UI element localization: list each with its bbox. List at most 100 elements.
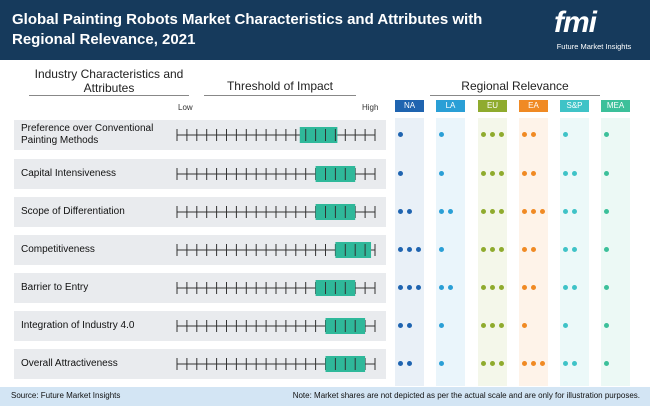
relevance-dot	[490, 323, 495, 328]
region-column-bg	[478, 118, 507, 386]
relevance-dot	[398, 209, 403, 214]
relevance-dots	[563, 209, 581, 217]
relevance-dots	[439, 323, 448, 331]
relevance-dot	[481, 285, 486, 290]
relevance-dots	[481, 285, 508, 293]
relevance-dot	[439, 247, 444, 252]
relevance-dot	[563, 247, 568, 252]
region-header: EU	[478, 100, 507, 112]
header-underline	[430, 95, 600, 96]
relevance-dot	[531, 247, 536, 252]
relevance-dots	[604, 171, 613, 179]
relevance-dots	[604, 285, 613, 293]
relevance-dots	[481, 247, 508, 255]
row-label: Overall Attractiveness	[21, 358, 118, 369]
relevance-dot	[563, 132, 568, 137]
source-text: Source: Future Market Insights	[11, 391, 121, 400]
relevance-dot	[481, 171, 486, 176]
relevance-dots	[522, 247, 540, 255]
relevance-dot	[531, 209, 536, 214]
relevance-dot	[499, 323, 504, 328]
relevance-dots	[604, 323, 613, 331]
relevance-dot	[563, 285, 568, 290]
relevance-dots	[563, 323, 572, 331]
region-column-bg	[519, 118, 548, 386]
relevance-dot	[563, 209, 568, 214]
relevance-dot	[522, 132, 527, 137]
relevance-dot	[563, 171, 568, 176]
region-column-bg	[560, 118, 589, 386]
relevance-dot	[563, 361, 568, 366]
relevance-dots	[563, 285, 581, 293]
relevance-dot	[572, 285, 577, 290]
scale-low-label: Low	[178, 103, 193, 112]
relevance-dot	[407, 361, 412, 366]
relevance-dots	[522, 209, 549, 217]
region-header: S&P	[560, 100, 589, 112]
relevance-dots	[398, 209, 416, 217]
relevance-dots	[398, 285, 425, 293]
relevance-dot	[398, 171, 403, 176]
relevance-dot	[407, 247, 412, 252]
relevance-dot	[522, 209, 527, 214]
relevance-dot	[604, 171, 609, 176]
relevance-dot	[531, 285, 536, 290]
relevance-dot	[490, 132, 495, 137]
relevance-dots	[481, 323, 508, 331]
region-column-bg	[601, 118, 630, 386]
relevance-dot	[499, 132, 504, 137]
region-column-bg	[395, 118, 424, 386]
region-column-bg	[436, 118, 465, 386]
scale-high-label: High	[362, 103, 379, 112]
region-header: NA	[395, 100, 424, 112]
relevance-dot	[448, 209, 453, 214]
chart-title: Global Painting Robots Market Characteri…	[12, 11, 483, 48]
relevance-dot	[439, 171, 444, 176]
relevance-dot	[540, 361, 545, 366]
relevance-dot	[531, 171, 536, 176]
relevance-dot	[481, 247, 486, 252]
relevance-dots	[481, 209, 508, 217]
relevance-dots	[398, 132, 407, 140]
relevance-dots	[481, 171, 508, 179]
relevance-dots	[563, 361, 581, 369]
relevance-dot	[490, 247, 495, 252]
relevance-dot	[563, 323, 568, 328]
relevance-dot	[439, 132, 444, 137]
relevance-dot	[499, 209, 504, 214]
relevance-dot	[604, 132, 609, 137]
relevance-dots	[563, 247, 581, 255]
relevance-dot	[540, 209, 545, 214]
relevance-dot	[448, 285, 453, 290]
row-label: Barrier to Entry	[21, 282, 89, 293]
relevance-dots	[604, 361, 613, 369]
relevance-dot	[439, 323, 444, 328]
relevance-dot	[522, 247, 527, 252]
column-header-characteristics: Industry Characteristics and Attributes	[34, 67, 184, 95]
relevance-dot	[572, 171, 577, 176]
relevance-dot	[398, 323, 403, 328]
relevance-dot	[522, 171, 527, 176]
relevance-dot	[416, 285, 421, 290]
relevance-dots	[398, 323, 416, 331]
relevance-dot	[398, 361, 403, 366]
relevance-dot	[407, 209, 412, 214]
relevance-dots	[481, 132, 508, 140]
relevance-dots	[604, 132, 613, 140]
relevance-dot	[490, 285, 495, 290]
relevance-dot	[604, 209, 609, 214]
relevance-dots	[481, 361, 508, 369]
header-underline	[29, 95, 189, 96]
relevance-dot	[490, 171, 495, 176]
relevance-dot	[604, 285, 609, 290]
relevance-dot	[439, 285, 444, 290]
relevance-dot	[522, 323, 527, 328]
relevance-dot	[522, 361, 527, 366]
relevance-dots	[563, 132, 572, 140]
relevance-dot	[499, 171, 504, 176]
footer-bar: Source: Future Market Insights Note: Mar…	[0, 387, 650, 406]
header-bar: Global Painting Robots Market Characteri…	[0, 0, 650, 60]
relevance-dots	[604, 247, 613, 255]
row-label: Preference over Conventional Painting Me…	[21, 123, 154, 146]
